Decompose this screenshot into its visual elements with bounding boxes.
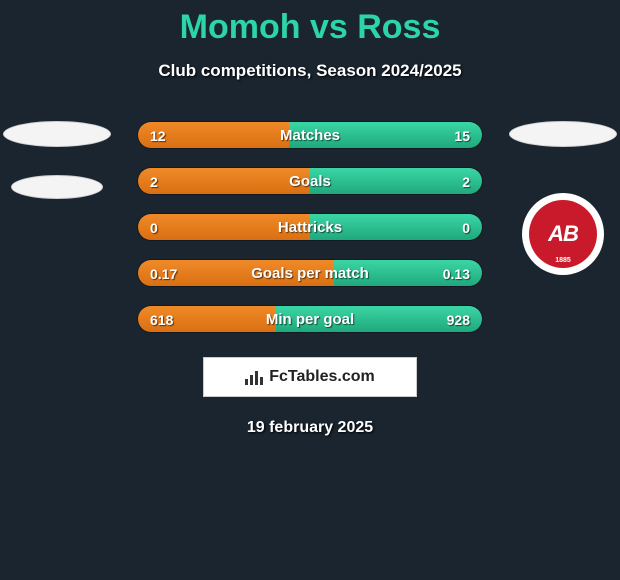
- stat-bar: 2 2 Goals: [137, 167, 483, 195]
- stat-label: Min per goal: [266, 306, 354, 333]
- vs-label: vs: [310, 8, 348, 46]
- stat-value-left: 2: [150, 168, 158, 195]
- stat-bar: 12 15 Matches: [137, 121, 483, 149]
- stat-bar-right-segment: [310, 168, 482, 194]
- stat-value-right: 15: [454, 122, 470, 149]
- subtitle: Club competitions, Season 2024/2025: [0, 61, 620, 81]
- brand-box[interactable]: FcTables.com: [203, 357, 417, 397]
- stat-value-left: 618: [150, 306, 173, 333]
- player1-name: Momoh: [180, 8, 301, 46]
- placeholder-badge: [3, 121, 111, 147]
- stat-label: Goals per match: [251, 260, 369, 287]
- stat-label: Matches: [280, 122, 340, 149]
- club-year: 1885: [555, 257, 571, 264]
- placeholder-badge: [11, 175, 103, 199]
- page-title: Momoh vs Ross: [0, 8, 620, 47]
- placeholder-badge: [509, 121, 617, 147]
- stat-label: Hattricks: [278, 214, 342, 241]
- stat-label: Goals: [289, 168, 331, 195]
- stat-bar: 618 928 Min per goal: [137, 305, 483, 333]
- stat-value-left: 0: [150, 214, 158, 241]
- stat-value-left: 0.17: [150, 260, 177, 287]
- player2-name: Ross: [357, 8, 440, 46]
- stat-value-right: 0.13: [443, 260, 470, 287]
- club-badge-inner: AB 1885: [529, 200, 597, 268]
- stat-bar-left-segment: [138, 168, 310, 194]
- comparison-card: Momoh vs Ross Club competitions, Season …: [0, 0, 620, 437]
- stat-bar: 0.17 0.13 Goals per match: [137, 259, 483, 287]
- stat-value-right: 928: [447, 306, 470, 333]
- date-label: 19 february 2025: [0, 419, 620, 437]
- stat-bar: 0 0 Hattricks: [137, 213, 483, 241]
- bar-chart-icon: [245, 369, 263, 385]
- brand-text: FcTables.com: [269, 368, 375, 386]
- club-badge: AB 1885: [522, 193, 604, 275]
- player2-badges: AB 1885: [508, 121, 618, 275]
- stat-value-right: 2: [462, 168, 470, 195]
- club-initials: AB: [548, 221, 578, 247]
- stats-area: AB 1885 12 15 Matches 2 2 Goals 0 0 Hattricks 0.1…: [0, 121, 620, 333]
- stat-bars: 12 15 Matches 2 2 Goals 0 0 Hattricks 0.17 0.13 Goa…: [137, 121, 483, 333]
- player1-badges: [2, 121, 112, 199]
- stat-value-left: 12: [150, 122, 166, 149]
- stat-value-right: 0: [462, 214, 470, 241]
